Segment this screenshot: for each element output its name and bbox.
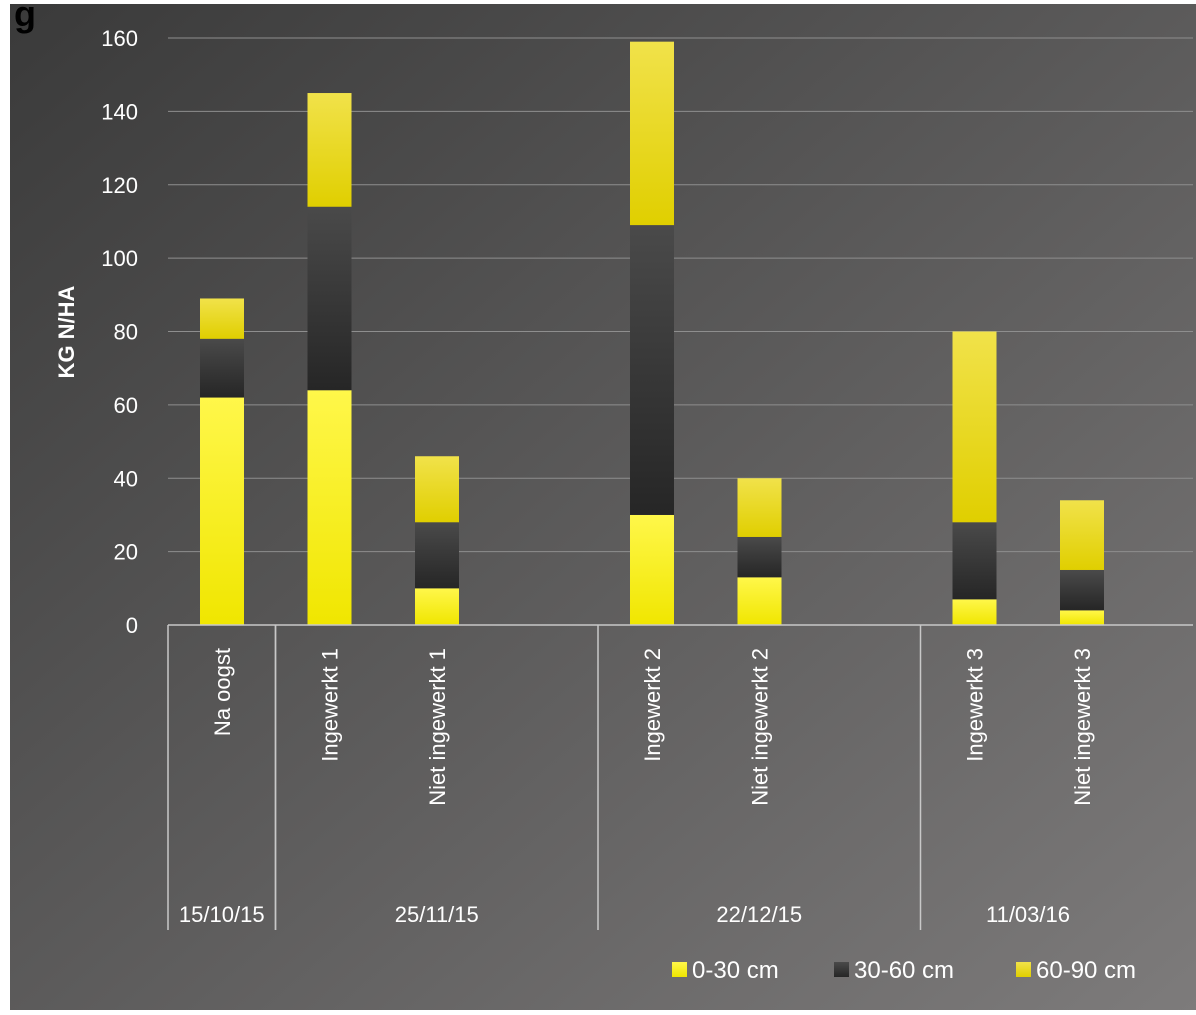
group-labels: 15/10/15 25/11/15 22/12/15 11/03/16 xyxy=(179,902,1070,927)
group-label: 22/12/15 xyxy=(716,902,802,927)
y-tick-label: 80 xyxy=(114,320,138,345)
bar-segment xyxy=(630,514,674,625)
bar-segment xyxy=(737,478,782,537)
bar-segment xyxy=(415,522,459,589)
y-tick-label: 20 xyxy=(114,540,138,565)
bar-segment xyxy=(630,41,674,226)
category-label: Ingewerkt 1 xyxy=(318,648,343,762)
y-tick-label: 40 xyxy=(114,466,138,491)
partial-title-fragment: g xyxy=(14,0,36,34)
group-label: 15/10/15 xyxy=(179,902,265,927)
bar-segment xyxy=(200,338,244,398)
y-tick-label: 160 xyxy=(101,26,138,51)
legend-swatch xyxy=(672,962,687,977)
bars xyxy=(200,41,1104,625)
category-label: Niet ingewerkt 3 xyxy=(1070,648,1095,806)
bar-segment xyxy=(200,298,244,339)
bar-segment xyxy=(307,390,352,625)
legend-label: 30-60 cm xyxy=(854,957,954,984)
y-axis-ticks: 0 20 40 60 80 100 120 140 160 xyxy=(101,26,138,638)
legend: 0-30 cm 30-60 cm 60-90 cm xyxy=(672,957,1136,984)
category-label: Ingewerkt 2 xyxy=(640,648,665,762)
y-tick-label: 140 xyxy=(101,99,138,124)
category-label: Na oogst xyxy=(210,648,235,736)
category-label: Niet ingewerkt 1 xyxy=(425,648,450,806)
category-label: Ingewerkt 3 xyxy=(963,648,988,762)
bar-segment xyxy=(200,397,244,625)
category-label: Niet ingewerkt 2 xyxy=(748,648,773,806)
legend-swatch xyxy=(834,962,849,977)
y-tick-label: 100 xyxy=(101,246,138,271)
bar-segment xyxy=(1060,610,1104,625)
bar-segment xyxy=(630,225,674,515)
bar-segment xyxy=(737,536,782,578)
y-tick-label: 0 xyxy=(126,613,138,638)
bar-segment xyxy=(1060,569,1104,611)
group-label: 11/03/16 xyxy=(986,902,1070,927)
group-label: 25/11/15 xyxy=(395,902,479,927)
bar-segment xyxy=(952,331,997,523)
legend-swatch xyxy=(1016,962,1031,977)
legend-label: 0-30 cm xyxy=(692,957,779,984)
category-labels: Na oogst Ingewerkt 1 Niet ingewerkt 1 Ingew… xyxy=(210,648,1095,806)
bar-segment xyxy=(415,456,459,523)
x-axis xyxy=(167,624,1193,930)
legend-label: 60-90 cm xyxy=(1036,957,1136,984)
bar-segment xyxy=(307,206,352,391)
bar-segment xyxy=(1060,500,1104,570)
y-axis-label: KG N/HA xyxy=(54,285,79,378)
y-tick-label: 120 xyxy=(101,173,138,198)
y-tick-label: 60 xyxy=(114,393,138,418)
bar-segment xyxy=(952,599,997,625)
bar-segment xyxy=(307,93,352,207)
bar-segment xyxy=(415,588,459,625)
bar-segment xyxy=(737,577,782,625)
chart-background xyxy=(10,4,1196,1010)
bar-segment xyxy=(952,522,997,600)
